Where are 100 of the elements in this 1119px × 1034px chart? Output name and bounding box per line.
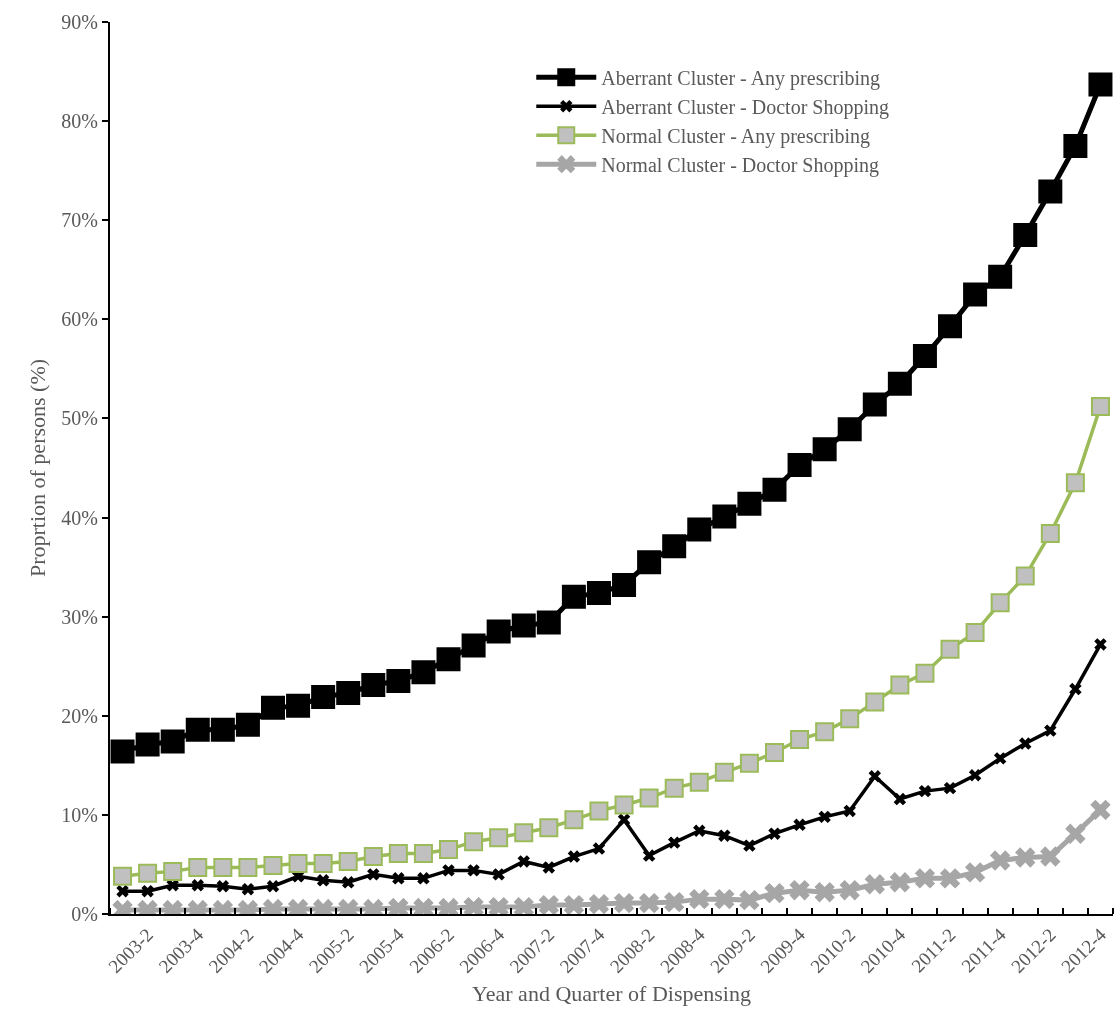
point	[160, 729, 185, 754]
point	[865, 692, 885, 712]
point	[141, 884, 154, 898]
point	[386, 669, 411, 694]
point	[613, 892, 635, 914]
point	[213, 857, 233, 877]
point	[266, 880, 280, 893]
point	[439, 840, 459, 860]
point	[135, 732, 160, 757]
point	[667, 836, 681, 849]
y-axis-title: Proprtion of persons (%)	[24, 358, 50, 578]
point	[638, 892, 660, 914]
point	[467, 864, 480, 877]
point	[812, 437, 837, 462]
point	[392, 872, 405, 885]
point	[693, 824, 706, 837]
point	[564, 810, 584, 830]
legend-label: Normal Cluster - Any prescribing	[601, 124, 871, 148]
point	[260, 695, 285, 720]
legend-label: Aberrant Cluster - Any prescribing	[601, 66, 881, 90]
point	[639, 788, 659, 808]
point	[363, 847, 383, 867]
point	[235, 712, 260, 737]
point	[815, 722, 835, 742]
point	[592, 842, 606, 855]
point	[739, 753, 759, 773]
point	[714, 762, 734, 782]
point	[113, 866, 133, 886]
point	[288, 853, 308, 873]
y-tick-label: 80%	[61, 110, 98, 133]
legend-label: Aberrant Cluster - Doctor Shopping	[601, 95, 889, 119]
point	[561, 584, 586, 609]
point	[762, 477, 787, 502]
point	[461, 633, 486, 658]
point	[818, 810, 831, 824]
point	[890, 675, 910, 695]
point	[563, 894, 585, 914]
point	[188, 857, 208, 877]
point	[939, 868, 961, 889]
y-tick-label: 40%	[61, 506, 98, 529]
point	[238, 857, 258, 877]
y-tick-label: 30%	[61, 605, 98, 628]
legend-label: Normal Cluster - Doctor Shopping	[601, 153, 880, 177]
point	[388, 844, 408, 864]
point	[868, 770, 882, 783]
point	[664, 891, 685, 913]
point	[1063, 133, 1088, 158]
point	[743, 839, 756, 852]
point	[1088, 72, 1113, 97]
point	[185, 717, 210, 742]
point	[989, 850, 1011, 871]
point	[464, 832, 484, 852]
point	[216, 880, 230, 893]
point	[918, 784, 932, 798]
point	[790, 730, 810, 750]
point	[361, 673, 386, 698]
y-tick-label: 50%	[61, 407, 98, 430]
point	[1040, 846, 1061, 867]
point	[1040, 523, 1060, 543]
point	[737, 491, 762, 516]
point	[840, 709, 860, 729]
point	[864, 874, 885, 895]
point	[1090, 397, 1110, 417]
point	[241, 883, 255, 896]
point	[567, 850, 581, 863]
point	[990, 593, 1010, 613]
point	[514, 823, 534, 843]
point	[589, 801, 609, 821]
point	[542, 861, 556, 874]
y-tick-label: 90%	[61, 11, 98, 33]
point	[286, 693, 311, 718]
point	[689, 772, 709, 792]
point	[793, 818, 806, 832]
point	[436, 647, 461, 672]
y-tick-label: 0%	[71, 903, 98, 925]
point	[887, 371, 912, 396]
point	[1038, 179, 1063, 204]
point	[210, 717, 235, 742]
point	[1015, 566, 1035, 586]
point	[617, 813, 631, 827]
point	[789, 880, 810, 901]
point	[588, 893, 610, 914]
point	[714, 888, 735, 910]
point	[764, 883, 785, 904]
point	[687, 517, 712, 542]
y-tick-label: 20%	[61, 704, 98, 727]
point	[764, 742, 784, 762]
point	[138, 863, 158, 883]
point	[1065, 473, 1085, 493]
point	[837, 417, 862, 442]
point	[413, 844, 433, 864]
point	[768, 827, 781, 840]
point	[1044, 724, 1057, 737]
point	[787, 453, 812, 478]
point	[968, 769, 982, 782]
point	[739, 889, 760, 911]
point	[1019, 737, 1032, 750]
point	[963, 282, 988, 307]
point	[336, 680, 361, 705]
point	[862, 392, 887, 417]
